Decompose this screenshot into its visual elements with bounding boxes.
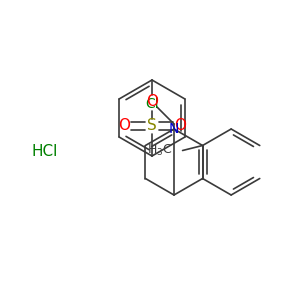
Text: Cl: Cl <box>145 97 159 111</box>
Text: N: N <box>169 122 179 136</box>
Text: O: O <box>118 118 130 134</box>
Text: O: O <box>146 94 158 110</box>
Text: HCl: HCl <box>32 145 58 160</box>
Text: S: S <box>147 118 157 134</box>
Text: O: O <box>174 118 186 134</box>
Text: H$_3$C: H$_3$C <box>147 143 172 158</box>
